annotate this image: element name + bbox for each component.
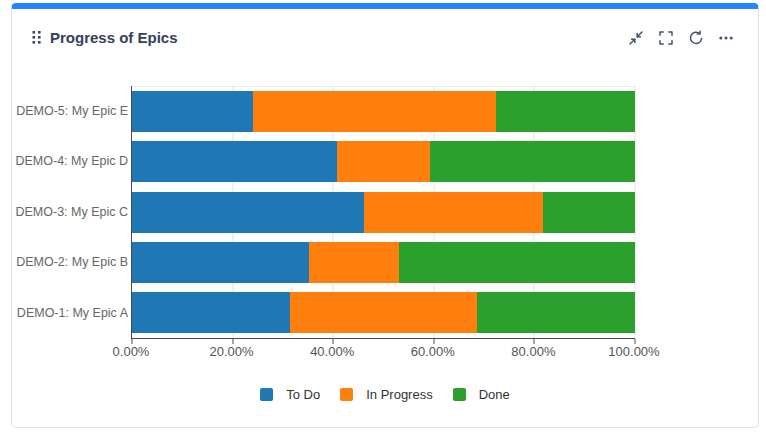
bar-segment-in-progress[interactable]	[253, 91, 495, 132]
x-tick-label: 0.00%	[113, 345, 150, 358]
legend-label: To Do	[286, 388, 320, 401]
category-label: DEMO-5: My Epic E	[16, 105, 132, 118]
legend-swatch	[260, 388, 273, 401]
stacked-bar	[132, 141, 635, 182]
bar-segment-done[interactable]	[496, 91, 635, 132]
x-tick-label: 40.00%	[310, 345, 354, 358]
legend-label: Done	[479, 388, 510, 401]
legend-item-done[interactable]: Done	[453, 388, 510, 401]
bar-row: DEMO-5: My Epic E	[132, 86, 635, 136]
drag-handle-icon[interactable]	[32, 30, 43, 45]
bar-row: DEMO-3: My Epic C	[132, 187, 635, 237]
legend-item-in-progress[interactable]: In Progress	[340, 388, 432, 401]
legend-item-to-do[interactable]: To Do	[260, 388, 320, 401]
gadget-toolbar	[628, 30, 734, 46]
bar-segment-done[interactable]	[399, 242, 635, 283]
category-label: DEMO-2: My Epic B	[16, 256, 132, 269]
category-label: DEMO-3: My Epic C	[15, 206, 132, 219]
x-tick-label: 20.00%	[210, 345, 254, 358]
dashboard-page: { "card": { "title": "Progress of Epics"…	[0, 0, 766, 437]
bar-segment-done[interactable]	[543, 192, 635, 233]
bar-segment-to-do[interactable]	[132, 192, 364, 233]
bar-segment-in-progress[interactable]	[364, 192, 543, 233]
bar-row: DEMO-2: My Epic B	[132, 237, 635, 287]
chart-legend: To Do In Progress Done	[12, 388, 758, 401]
stacked-bar	[132, 192, 635, 233]
bar-segment-in-progress[interactable]	[337, 141, 430, 182]
gadget-title: Progress of Epics	[50, 29, 178, 46]
bar-segment-in-progress[interactable]	[309, 242, 399, 283]
fullscreen-icon[interactable]	[658, 30, 674, 46]
bar-row: DEMO-1: My Epic A	[132, 288, 635, 338]
collapse-icon[interactable]	[628, 30, 644, 46]
bar-segment-to-do[interactable]	[132, 292, 290, 333]
x-tick-label: 100.00%	[608, 345, 659, 358]
bar-segment-done[interactable]	[477, 292, 635, 333]
stacked-bar	[132, 91, 635, 132]
gadget-card: Progress of Epics	[11, 3, 759, 428]
refresh-icon[interactable]	[688, 30, 704, 46]
x-tick-label: 80.00%	[511, 345, 555, 358]
stacked-bar	[132, 292, 635, 333]
category-label: DEMO-4: My Epic D	[15, 155, 132, 168]
x-tick-label: 60.00%	[411, 345, 455, 358]
plot-area: DEMO-5: My Epic EDEMO-4: My Epic DDEMO-3…	[131, 86, 635, 339]
bar-segment-to-do[interactable]	[132, 91, 253, 132]
bar-segment-to-do[interactable]	[132, 141, 337, 182]
bar-row: DEMO-4: My Epic D	[132, 136, 635, 186]
category-label: DEMO-1: My Epic A	[17, 307, 132, 320]
stacked-bar	[132, 242, 635, 283]
legend-label: In Progress	[366, 388, 432, 401]
bar-rows: DEMO-5: My Epic EDEMO-4: My Epic DDEMO-3…	[132, 86, 635, 338]
bar-segment-done[interactable]	[430, 141, 635, 182]
gadget-header: Progress of Epics	[32, 29, 178, 46]
more-icon[interactable]	[718, 30, 734, 46]
legend-swatch	[340, 388, 353, 401]
bar-segment-to-do[interactable]	[132, 242, 309, 283]
x-axis-labels: 0.00%20.00%40.00%60.00%80.00%100.00%	[131, 345, 634, 359]
bar-segment-in-progress[interactable]	[290, 292, 476, 333]
legend-swatch	[453, 388, 466, 401]
